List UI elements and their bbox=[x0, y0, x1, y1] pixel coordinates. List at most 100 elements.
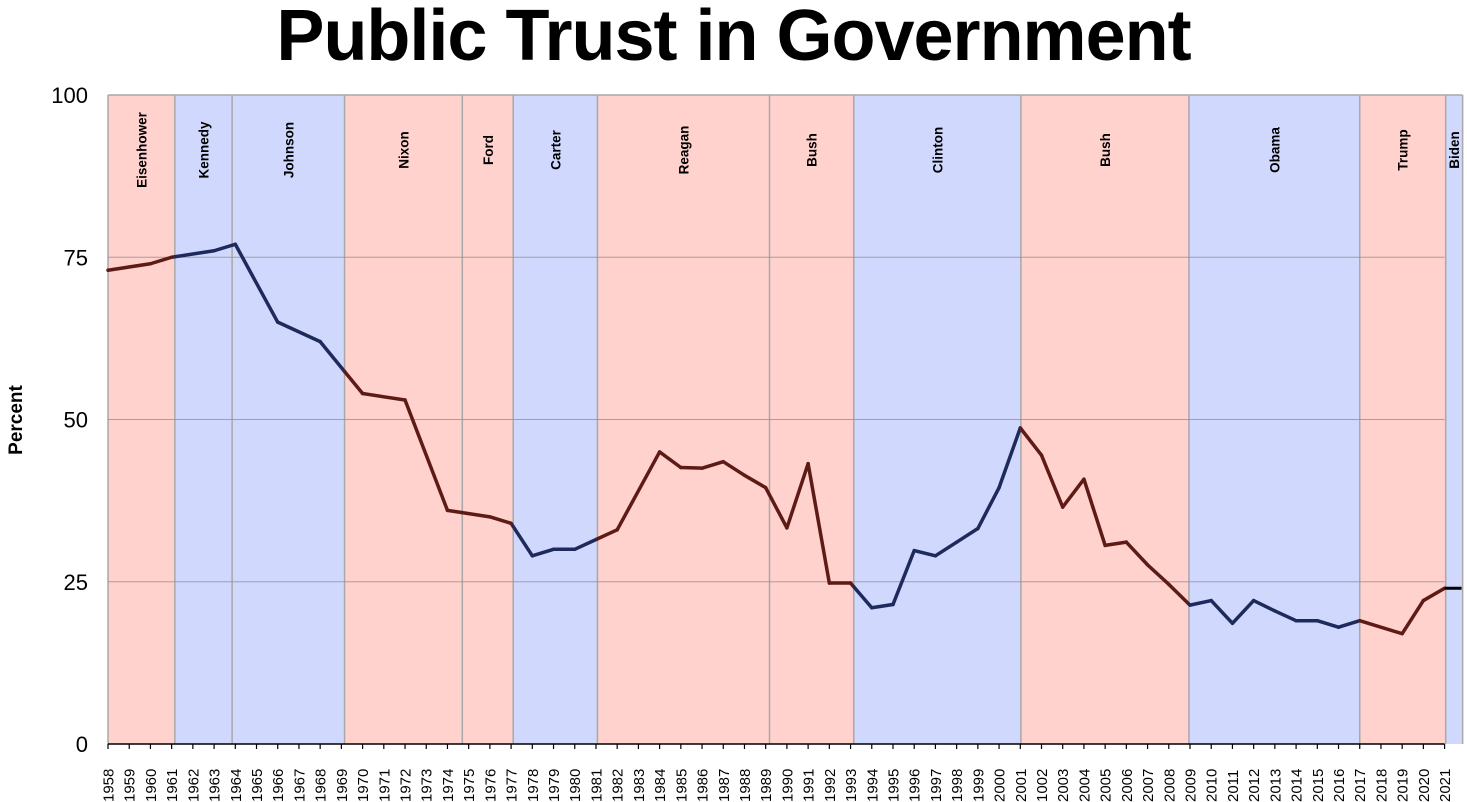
chart-title: Public Trust in Government bbox=[276, 0, 1191, 76]
trust-line-segment bbox=[1082, 477, 1107, 548]
y-tick-label: 50 bbox=[64, 408, 88, 433]
x-tick-label: 2003 bbox=[1055, 769, 1072, 802]
x-tick-label: 1979 bbox=[546, 769, 563, 802]
x-tick-label: 1993 bbox=[843, 769, 860, 802]
president-label: Biden bbox=[1447, 131, 1462, 169]
x-tick-label: 2013 bbox=[1267, 769, 1284, 802]
trust-line-segment bbox=[212, 243, 234, 253]
x-tick-label: 2012 bbox=[1246, 769, 1263, 802]
x-tick-label: 1964 bbox=[228, 769, 245, 802]
x-tick-label: 1958 bbox=[101, 769, 118, 802]
trust-line-segment bbox=[851, 584, 874, 610]
x-tick-label: 1998 bbox=[949, 769, 966, 802]
trust-line-segment bbox=[403, 398, 450, 513]
x-tick-label: 2004 bbox=[1076, 769, 1093, 802]
trust-line-segment bbox=[460, 510, 492, 519]
trust-line-segment bbox=[511, 524, 535, 558]
x-tick-label: 2019 bbox=[1395, 769, 1412, 802]
y-tick-label: 0 bbox=[76, 732, 88, 757]
trust-line-segment bbox=[1145, 563, 1171, 587]
y-tick-label: 100 bbox=[51, 83, 88, 108]
x-tick-label: 2001 bbox=[1013, 769, 1030, 802]
x-tick-label: 2014 bbox=[1289, 769, 1306, 802]
trust-line-segment bbox=[275, 320, 322, 344]
president-band-biden bbox=[1445, 95, 1463, 744]
x-tick-label: 2018 bbox=[1373, 769, 1390, 802]
trust-line-segment bbox=[530, 547, 556, 558]
x-tick-label: 1959 bbox=[122, 769, 139, 802]
x-tick-label: 2011 bbox=[1225, 770, 1242, 802]
trust-line-segment bbox=[595, 528, 619, 541]
x-tick-label: 1984 bbox=[652, 769, 669, 802]
y-axis-label: Percent bbox=[6, 384, 27, 454]
x-tick-label: 1966 bbox=[270, 769, 287, 802]
trust-line-segment bbox=[742, 473, 768, 490]
x-tick-label: 1962 bbox=[185, 769, 202, 802]
trust-line-segment bbox=[679, 465, 704, 470]
trust-line-segment bbox=[997, 426, 1023, 490]
x-tick-label: 1989 bbox=[758, 769, 775, 802]
president-label: Nixon bbox=[396, 131, 411, 169]
president-label: Obama bbox=[1267, 127, 1282, 173]
x-tick-label: 1996 bbox=[907, 769, 924, 802]
president-label: Carter bbox=[548, 129, 563, 170]
president-label: Bush bbox=[805, 133, 820, 167]
x-tick-label: 1994 bbox=[864, 769, 881, 802]
x-tick-label: 1982 bbox=[610, 769, 627, 802]
trust-line-segment bbox=[870, 602, 895, 610]
x-tick-label: 2016 bbox=[1331, 769, 1348, 802]
trust-line-segment bbox=[1336, 618, 1362, 629]
trust-line-segment bbox=[1060, 477, 1086, 509]
trust-line-segment bbox=[1251, 598, 1277, 613]
x-tick-label: 1961 bbox=[164, 769, 181, 802]
x-tick-label: 1972 bbox=[398, 769, 415, 802]
x-tick-label: 1977 bbox=[504, 769, 521, 802]
x-tick-label: 1986 bbox=[695, 769, 712, 802]
trust-line-segment bbox=[806, 461, 832, 585]
x-tick-label: 2015 bbox=[1310, 769, 1327, 802]
y-axis-ticks: 0 25 50 75 100 bbox=[51, 83, 88, 757]
trust-line-segment bbox=[700, 459, 726, 470]
x-tick-label: 1985 bbox=[673, 769, 690, 802]
president-label: Bush bbox=[1098, 133, 1113, 167]
gridlines bbox=[108, 256, 1445, 583]
x-tick-label: 1974 bbox=[440, 769, 457, 802]
x-tick-label: 1981 bbox=[588, 769, 605, 802]
x-tick-label: 1997 bbox=[928, 769, 945, 802]
president-label: Ford bbox=[481, 135, 496, 165]
trust-line-segment bbox=[657, 450, 683, 470]
president-labels: Eisenhower Kennedy Johnson Nixon Ford Carter R… bbox=[134, 111, 1462, 188]
x-tick-label: 1971 bbox=[376, 769, 393, 802]
x-tick-label: 2020 bbox=[1416, 769, 1433, 802]
trust-line-segment bbox=[318, 339, 347, 374]
trust-line-segment bbox=[1103, 540, 1129, 548]
x-tick-label: 2008 bbox=[1161, 769, 1178, 802]
trust-line-segment bbox=[360, 391, 407, 402]
x-tick-label: 2010 bbox=[1204, 769, 1221, 802]
x-tick-label: 2006 bbox=[1119, 769, 1136, 802]
x-tick-label: 2009 bbox=[1183, 769, 1200, 802]
x-tick-label: 1995 bbox=[885, 769, 902, 802]
trust-line-segment bbox=[1273, 609, 1298, 623]
x-tick-label: 1968 bbox=[313, 769, 330, 802]
x-tick-label: 1967 bbox=[291, 769, 308, 802]
x-tick-label: 2021 bbox=[1437, 769, 1454, 802]
trust-line-segment bbox=[976, 485, 1001, 531]
x-tick-label: 1978 bbox=[525, 769, 542, 802]
president-label: Johnson bbox=[281, 122, 296, 178]
trust-line-segment bbox=[1188, 598, 1213, 607]
x-tick-label: 1002 bbox=[1034, 769, 1051, 802]
president-label: Clinton bbox=[930, 127, 945, 174]
trust-line-segment bbox=[342, 369, 365, 396]
x-tick-label: 1983 bbox=[631, 769, 648, 802]
trust-line-segment bbox=[891, 548, 916, 607]
trust-line-segment bbox=[1124, 540, 1150, 567]
trust-line-segment bbox=[173, 249, 216, 259]
president-label: Eisenhower bbox=[134, 111, 149, 188]
trust-line-segment bbox=[912, 548, 938, 558]
x-tick-label: 1980 bbox=[567, 769, 584, 802]
x-tick-label: 1992 bbox=[822, 769, 839, 802]
trust-line-segment bbox=[721, 459, 747, 478]
x-tick-label: 1973 bbox=[419, 769, 436, 802]
